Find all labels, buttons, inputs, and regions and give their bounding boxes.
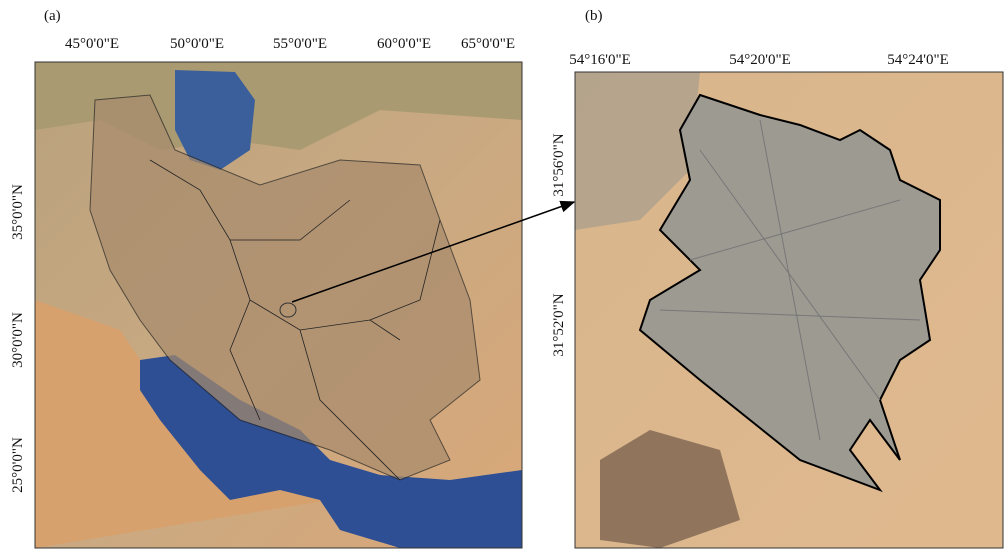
panel-label: (b): [585, 8, 603, 24]
lon-label: 55°0'0"E: [273, 36, 327, 52]
map-a: [34, 61, 523, 549]
lat-label: 25°0'0"N: [10, 437, 26, 493]
arrow: [291, 200, 576, 303]
lat-label: 31°52'0"N: [551, 293, 567, 356]
lat-label: 35°0'0"N: [10, 184, 26, 240]
lon-label: 65°0'0"E: [461, 36, 515, 52]
x-ticks-a: 45°0'0"E 50°0'0"E 55°0'0"E 60°0'0"E 65°0…: [65, 36, 515, 52]
y-ticks-b: 31°56'0"N 31°52'0"N: [551, 133, 567, 356]
lat-label: 30°0'0"N: [10, 312, 26, 368]
lon-label: 45°0'0"E: [65, 36, 119, 52]
lon-label: 50°0'0"E: [170, 36, 224, 52]
x-ticks-b: 54°16'0"E 54°20'0"E 54°24'0"E: [569, 52, 949, 68]
lon-label: 60°0'0"E: [377, 36, 431, 52]
y-ticks-a: 35°0'0"N 30°0'0"N 25°0'0"N: [10, 184, 26, 493]
lat-label: 31°56'0"N: [551, 133, 567, 196]
lon-label: 54°20'0"E: [729, 52, 791, 68]
panel-label: (a): [44, 8, 61, 24]
lon-label: 54°24'0"E: [887, 52, 949, 68]
lon-label: 54°16'0"E: [569, 52, 631, 68]
map-b: [574, 71, 1004, 549]
